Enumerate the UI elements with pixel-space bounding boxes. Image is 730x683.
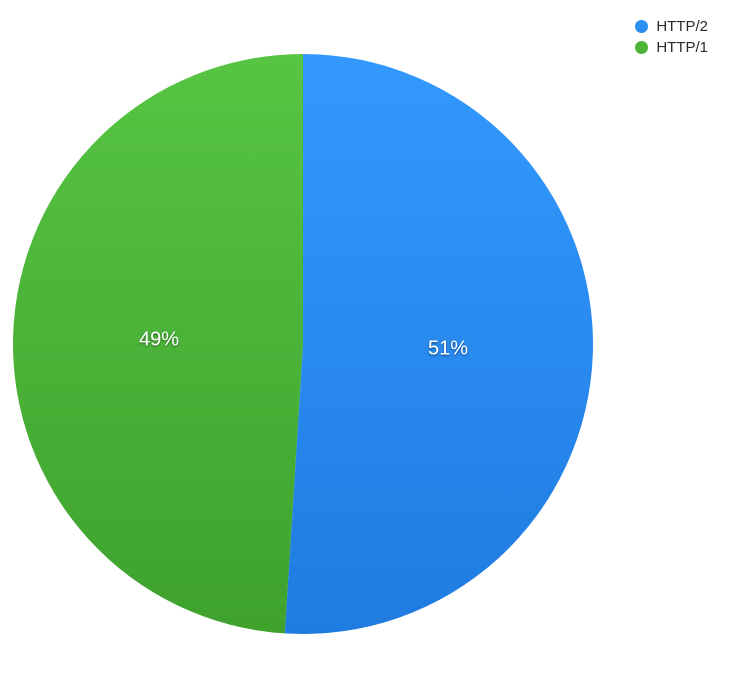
pie-slice-label-http2: 51% — [428, 337, 468, 359]
legend-label: HTTP/2 — [656, 18, 708, 35]
legend-item-http1: HTTP/1 — [635, 39, 708, 56]
pie-slice-label-http1: 49% — [139, 328, 179, 350]
legend-label: HTTP/1 — [656, 39, 708, 56]
pie-chart-svg: 51% 49% — [0, 0, 730, 683]
pie-chart-container: 51% 49% HTTP/2 HTTP/1 — [0, 0, 730, 683]
legend: HTTP/2 HTTP/1 — [635, 18, 708, 60]
legend-dot-icon — [635, 41, 648, 54]
legend-item-http2: HTTP/2 — [635, 18, 708, 35]
legend-dot-icon — [635, 20, 648, 33]
